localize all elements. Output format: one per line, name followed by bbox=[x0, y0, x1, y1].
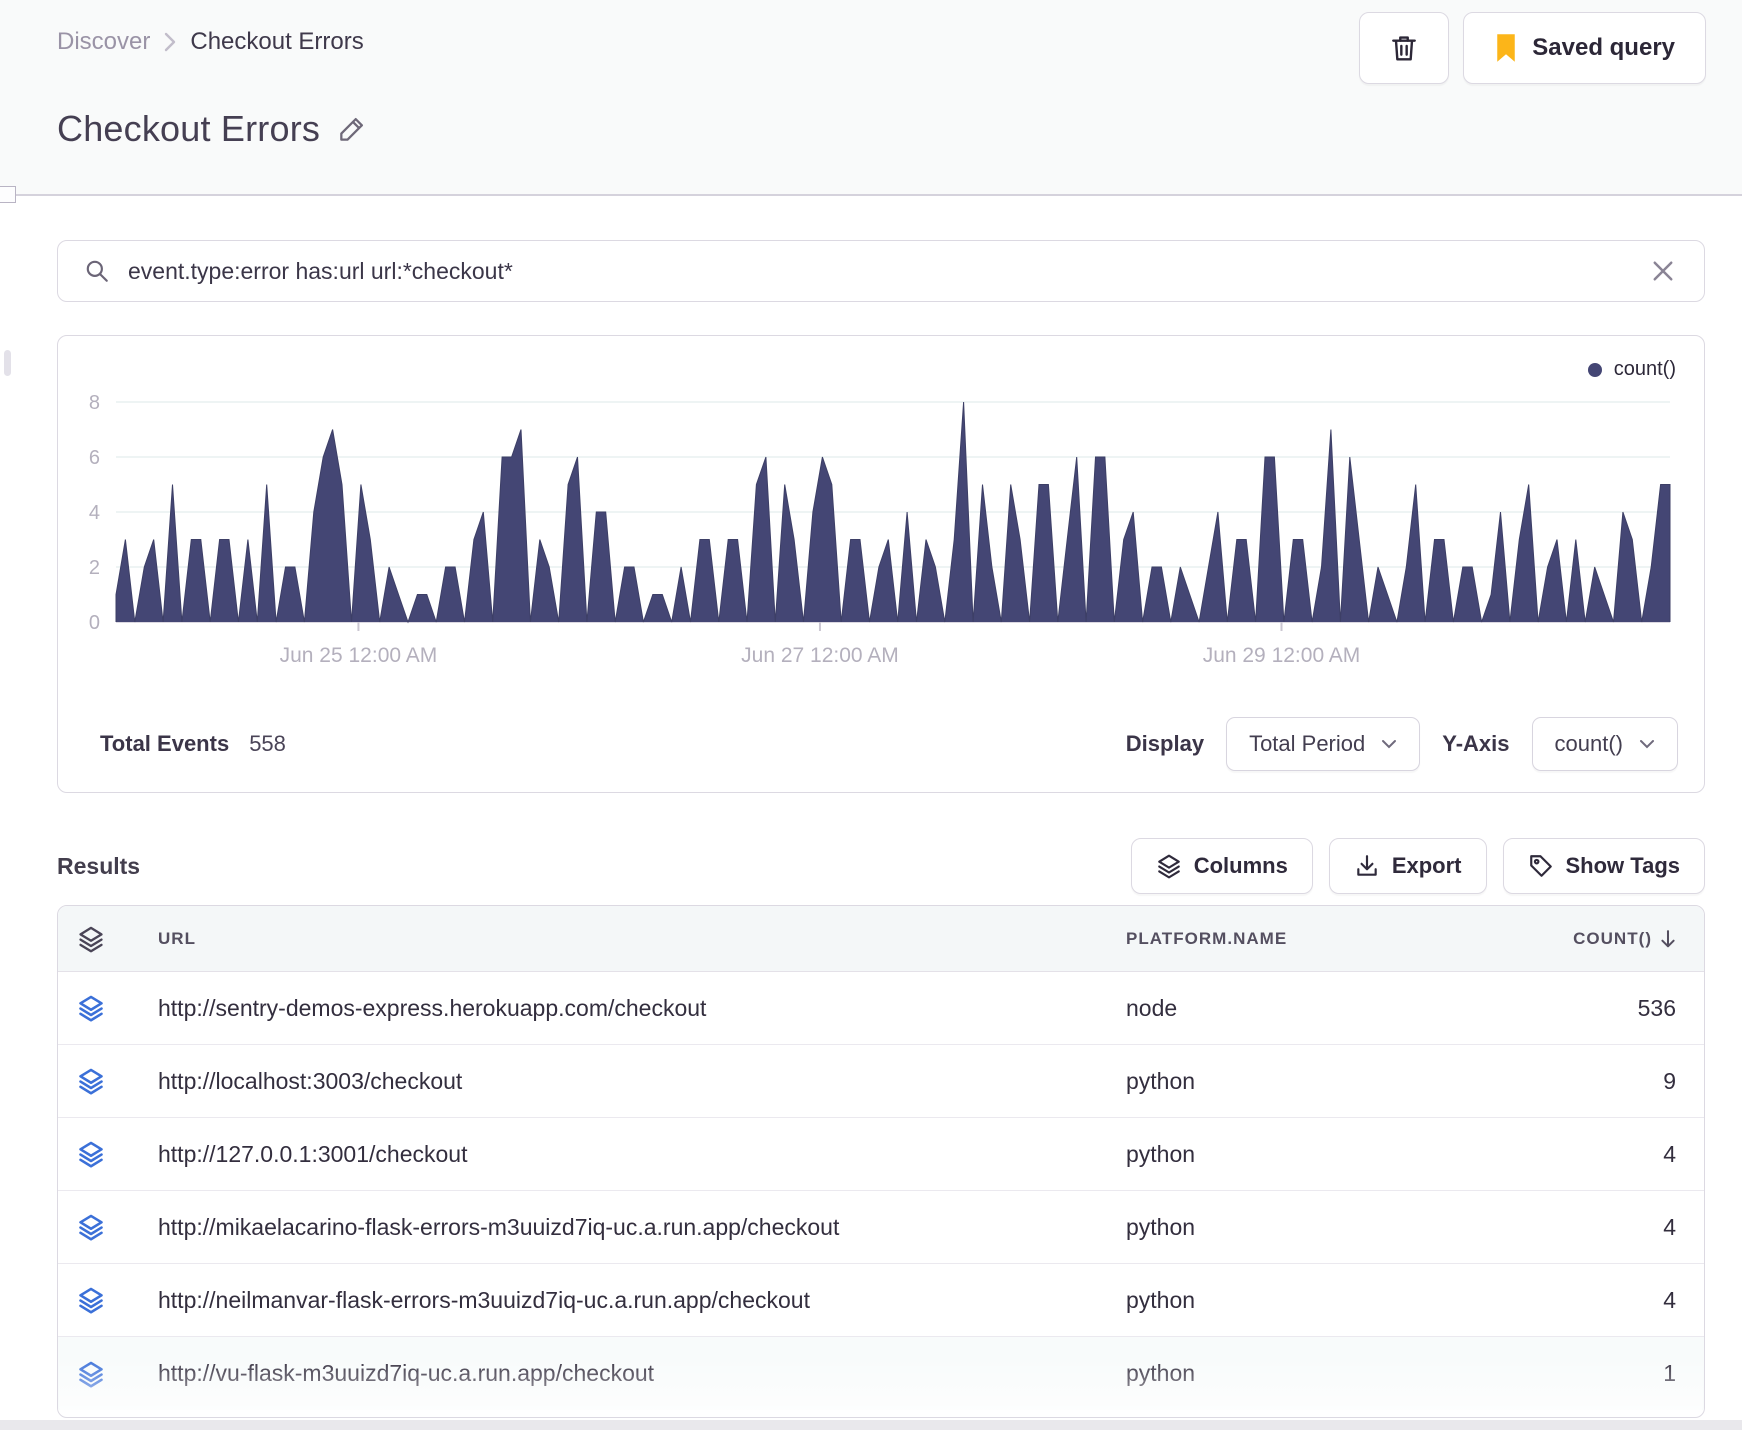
saved-query-label: Saved query bbox=[1532, 34, 1675, 61]
layers-icon bbox=[79, 1214, 103, 1241]
viewport-bottom-edge bbox=[0, 1420, 1742, 1430]
count-cell: 536 bbox=[1637, 994, 1676, 1021]
row-actions-button[interactable] bbox=[73, 1136, 109, 1172]
svg-text:6: 6 bbox=[89, 447, 100, 469]
search-input[interactable] bbox=[128, 257, 1648, 285]
breadcrumb-current: Checkout Errors bbox=[190, 28, 364, 55]
svg-text:0: 0 bbox=[89, 612, 100, 634]
header-actions-cell[interactable] bbox=[58, 925, 124, 953]
breadcrumb: Discover Checkout Errors bbox=[57, 28, 364, 56]
url-cell: http://mikaelacarino-flask-errors-m3uuiz… bbox=[158, 1213, 840, 1240]
svg-text:8: 8 bbox=[89, 392, 100, 414]
events-area-chart: 0 2 4 6 8 Jun 25 12:00 AM Jun 27 12:00 AM Jun 2… bbox=[89, 392, 1671, 667]
platform-cell: python bbox=[1126, 1213, 1196, 1240]
count-cell: 9 bbox=[1663, 1067, 1676, 1094]
svg-text:2: 2 bbox=[89, 557, 100, 579]
search-icon bbox=[86, 260, 108, 282]
row-actions-button[interactable] bbox=[73, 1282, 109, 1318]
platform-cell: python bbox=[1126, 1067, 1196, 1094]
layers-icon bbox=[79, 1068, 103, 1095]
url-cell: http://vu-flask-m3uuizd7iq-uc.a.run.app/… bbox=[158, 1360, 655, 1386]
table-row: http://neilmanvar-flask-errors-m3uuizd7i… bbox=[58, 1264, 1704, 1337]
show-tags-button[interactable]: Show Tags bbox=[1502, 838, 1705, 894]
page-header: Discover Checkout Errors Checkout Errors bbox=[0, 0, 1742, 196]
layers-icon bbox=[79, 1141, 103, 1168]
column-header-platform[interactable]: PLATFORM.NAME bbox=[1126, 928, 1288, 948]
url-cell: http://neilmanvar-flask-errors-m3uuizd7i… bbox=[158, 1286, 810, 1313]
delete-query-button[interactable] bbox=[1359, 12, 1450, 84]
row-actions-button[interactable] bbox=[73, 1356, 109, 1392]
table-row: http://localhost:3003/checkout python 9 bbox=[58, 1045, 1704, 1118]
layers-icon bbox=[1157, 854, 1180, 879]
events-chart-panel: count() 0 2 4 6 8 Jun 25 12:00 AM Jun 27 12:00… bbox=[57, 335, 1705, 793]
columns-button[interactable]: Columns bbox=[1130, 838, 1313, 894]
row-actions-button[interactable] bbox=[73, 1063, 109, 1099]
svg-text:Jun 29 12:00 AM: Jun 29 12:00 AM bbox=[1203, 644, 1361, 667]
column-header-url[interactable]: URL bbox=[158, 928, 196, 948]
export-button[interactable]: Export bbox=[1328, 838, 1487, 894]
saved-query-button[interactable]: Saved query bbox=[1463, 12, 1706, 84]
legend-dot-icon bbox=[1587, 362, 1602, 377]
results-title: Results bbox=[57, 852, 141, 879]
page-title: Checkout Errors bbox=[57, 108, 321, 149]
chart-footer: Total Events 558 Display Total Period Y-… bbox=[100, 716, 1678, 772]
platform-cell: node bbox=[1126, 994, 1178, 1021]
table-row: http://vu-flask-m3uuizd7iq-uc.a.run.app/… bbox=[58, 1337, 1704, 1410]
layers-icon bbox=[79, 1287, 103, 1314]
columns-button-label: Columns bbox=[1193, 853, 1288, 878]
layers-icon bbox=[79, 1361, 103, 1388]
table-row: http://mikaelacarino-flask-errors-m3uuiz… bbox=[58, 1191, 1704, 1264]
total-events-value: 558 bbox=[249, 731, 286, 756]
table-row: http://sentry-demos-express.herokuapp.co… bbox=[58, 972, 1704, 1045]
export-button-label: Export bbox=[1391, 853, 1462, 878]
show-tags-button-label: Show Tags bbox=[1565, 853, 1681, 878]
sort-desc-arrow-icon bbox=[1661, 929, 1675, 947]
breadcrumb-discover-link[interactable]: Discover bbox=[57, 28, 151, 55]
edit-title-pencil-icon[interactable] bbox=[336, 113, 368, 145]
svg-text:Jun 27 12:00 AM: Jun 27 12:00 AM bbox=[741, 644, 899, 667]
table-row: http://127.0.0.1:3001/checkout python 4 bbox=[58, 1118, 1704, 1191]
yaxis-dropdown[interactable]: count() bbox=[1531, 717, 1678, 771]
column-header-count[interactable]: COUNT() bbox=[1466, 929, 1676, 949]
row-actions-button[interactable] bbox=[73, 990, 109, 1026]
layers-icon bbox=[79, 995, 103, 1022]
table-header-row: URL PLATFORM.NAME COUNT() bbox=[58, 906, 1704, 972]
yaxis-label: Y-Axis bbox=[1442, 731, 1510, 756]
url-cell: http://localhost:3003/checkout bbox=[158, 1067, 463, 1094]
row-actions-button[interactable] bbox=[73, 1209, 109, 1245]
bookmark-icon bbox=[1497, 34, 1516, 62]
page-edge-decoration bbox=[4, 350, 11, 376]
yaxis-dropdown-value: count() bbox=[1554, 731, 1623, 756]
chart-legend[interactable]: count() bbox=[1587, 358, 1676, 381]
svg-text:Jun 25 12:00 AM: Jun 25 12:00 AM bbox=[280, 644, 438, 667]
count-cell: 4 bbox=[1663, 1286, 1676, 1313]
clear-search-icon[interactable] bbox=[1648, 256, 1678, 286]
platform-cell: python bbox=[1126, 1286, 1196, 1313]
count-cell: 4 bbox=[1663, 1213, 1676, 1240]
count-cell: 4 bbox=[1663, 1140, 1676, 1167]
count-cell: 1 bbox=[1663, 1360, 1676, 1386]
download-icon bbox=[1357, 855, 1377, 876]
chevron-down-icon bbox=[1382, 740, 1397, 749]
total-events-label: Total Events bbox=[100, 731, 230, 756]
layers-icon bbox=[79, 926, 103, 952]
legend-label: count() bbox=[1613, 358, 1676, 380]
trash-icon bbox=[1392, 36, 1417, 61]
chevron-right-icon bbox=[164, 32, 176, 52]
svg-text:4: 4 bbox=[89, 502, 100, 524]
url-cell: http://sentry-demos-express.herokuapp.co… bbox=[158, 994, 707, 1021]
search-bar bbox=[57, 240, 1705, 302]
table-body: http://sentry-demos-express.herokuapp.co… bbox=[58, 972, 1704, 1410]
display-dropdown[interactable]: Total Period bbox=[1226, 717, 1421, 771]
chevron-down-icon bbox=[1640, 740, 1654, 749]
tag-icon bbox=[1529, 855, 1552, 877]
url-cell: http://127.0.0.1:3001/checkout bbox=[158, 1140, 468, 1167]
display-label: Display bbox=[1125, 731, 1205, 756]
platform-cell: python bbox=[1126, 1360, 1196, 1386]
display-dropdown-value: Total Period bbox=[1249, 731, 1366, 756]
platform-cell: python bbox=[1126, 1140, 1196, 1167]
sidebar-collapse-handle[interactable] bbox=[0, 186, 16, 203]
results-table: URL PLATFORM.NAME COUNT() http://sentry-… bbox=[57, 905, 1705, 1418]
